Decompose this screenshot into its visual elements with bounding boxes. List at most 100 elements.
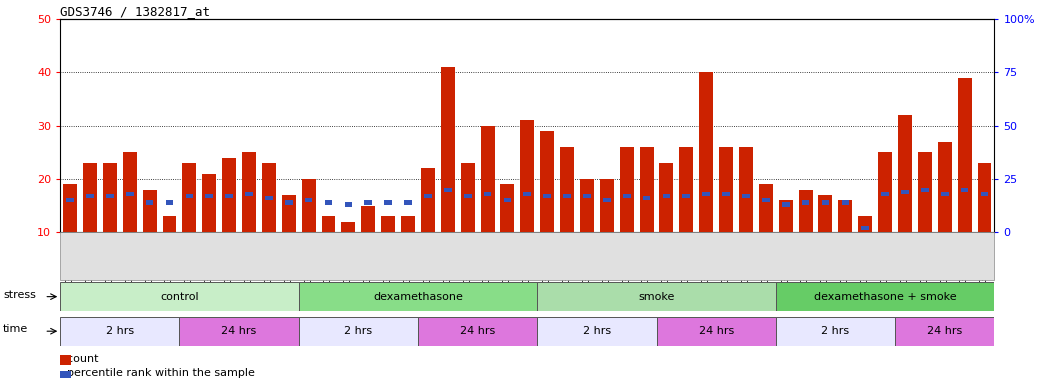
Bar <box>163 216 176 232</box>
Text: 24 hrs: 24 hrs <box>927 326 962 336</box>
Bar <box>206 194 213 198</box>
Bar <box>302 179 316 232</box>
Bar <box>66 198 74 202</box>
Bar <box>285 200 293 205</box>
Bar <box>719 147 733 232</box>
Bar <box>481 126 494 232</box>
Bar <box>583 194 591 198</box>
Bar <box>940 192 949 196</box>
Bar <box>126 192 134 196</box>
Bar <box>299 282 538 311</box>
Text: time: time <box>3 324 28 334</box>
Bar <box>580 179 594 232</box>
Bar <box>561 147 574 232</box>
Bar <box>623 194 630 198</box>
Bar <box>898 115 912 232</box>
Bar <box>643 196 651 200</box>
Bar <box>858 216 872 232</box>
Bar <box>500 184 515 232</box>
Bar <box>819 195 832 232</box>
Bar <box>937 142 952 232</box>
Bar <box>364 200 372 205</box>
Bar <box>600 179 613 232</box>
Bar <box>122 152 137 232</box>
Bar <box>961 187 968 192</box>
Bar <box>381 216 395 232</box>
Bar <box>299 317 418 346</box>
Bar <box>60 282 299 311</box>
Bar <box>538 282 775 311</box>
Bar <box>63 184 77 232</box>
Bar <box>106 194 114 198</box>
Bar <box>183 163 196 232</box>
Bar <box>322 216 335 232</box>
Bar <box>700 73 713 232</box>
Bar <box>262 163 276 232</box>
Text: 24 hrs: 24 hrs <box>221 326 256 336</box>
Bar <box>464 194 471 198</box>
Bar <box>564 194 571 198</box>
Text: GDS3746 / 1382817_at: GDS3746 / 1382817_at <box>60 5 211 18</box>
Bar <box>762 198 769 202</box>
Bar <box>503 198 512 202</box>
Bar <box>86 194 93 198</box>
Bar <box>742 194 749 198</box>
Bar <box>305 198 312 202</box>
Bar <box>703 192 710 196</box>
Bar <box>538 317 656 346</box>
Bar <box>978 163 991 232</box>
Bar <box>242 152 256 232</box>
Bar <box>662 194 671 198</box>
Bar <box>404 200 412 205</box>
Bar <box>60 317 180 346</box>
Text: 24 hrs: 24 hrs <box>699 326 734 336</box>
Text: 2 hrs: 2 hrs <box>106 326 134 336</box>
Bar <box>342 222 355 232</box>
Bar <box>901 190 909 194</box>
Text: 2 hrs: 2 hrs <box>821 326 849 336</box>
Bar <box>186 194 193 198</box>
Bar <box>222 158 236 232</box>
Bar <box>603 198 610 202</box>
Bar <box>83 163 97 232</box>
Text: smoke: smoke <box>638 291 675 302</box>
Bar <box>659 163 674 232</box>
Bar <box>361 206 376 232</box>
Bar <box>981 192 988 196</box>
Bar <box>878 152 892 232</box>
Text: 2 hrs: 2 hrs <box>345 326 373 336</box>
Bar <box>425 194 432 198</box>
Bar <box>145 200 154 205</box>
Bar <box>679 147 693 232</box>
Bar <box>523 192 531 196</box>
Text: count: count <box>60 354 99 364</box>
Bar <box>202 174 216 232</box>
Bar <box>722 192 730 196</box>
Text: control: control <box>160 291 198 302</box>
Bar <box>103 163 117 232</box>
Bar <box>775 282 994 311</box>
Bar <box>245 192 253 196</box>
Bar <box>921 187 929 192</box>
Text: percentile rank within the sample: percentile rank within the sample <box>60 368 255 378</box>
Bar <box>444 187 452 192</box>
Bar <box>484 192 491 196</box>
Bar <box>822 200 829 205</box>
Bar <box>839 200 852 232</box>
Bar <box>842 200 849 205</box>
Bar <box>225 194 233 198</box>
Bar <box>543 194 551 198</box>
Bar <box>895 317 994 346</box>
Bar <box>142 190 157 232</box>
Bar <box>759 184 772 232</box>
Bar <box>384 200 392 205</box>
Bar <box>782 202 790 207</box>
Bar <box>656 317 775 346</box>
Bar <box>778 200 793 232</box>
Bar <box>265 196 273 200</box>
Bar <box>862 226 869 230</box>
Bar <box>801 200 810 205</box>
Bar <box>166 200 173 205</box>
Bar <box>180 317 299 346</box>
Bar <box>881 192 889 196</box>
